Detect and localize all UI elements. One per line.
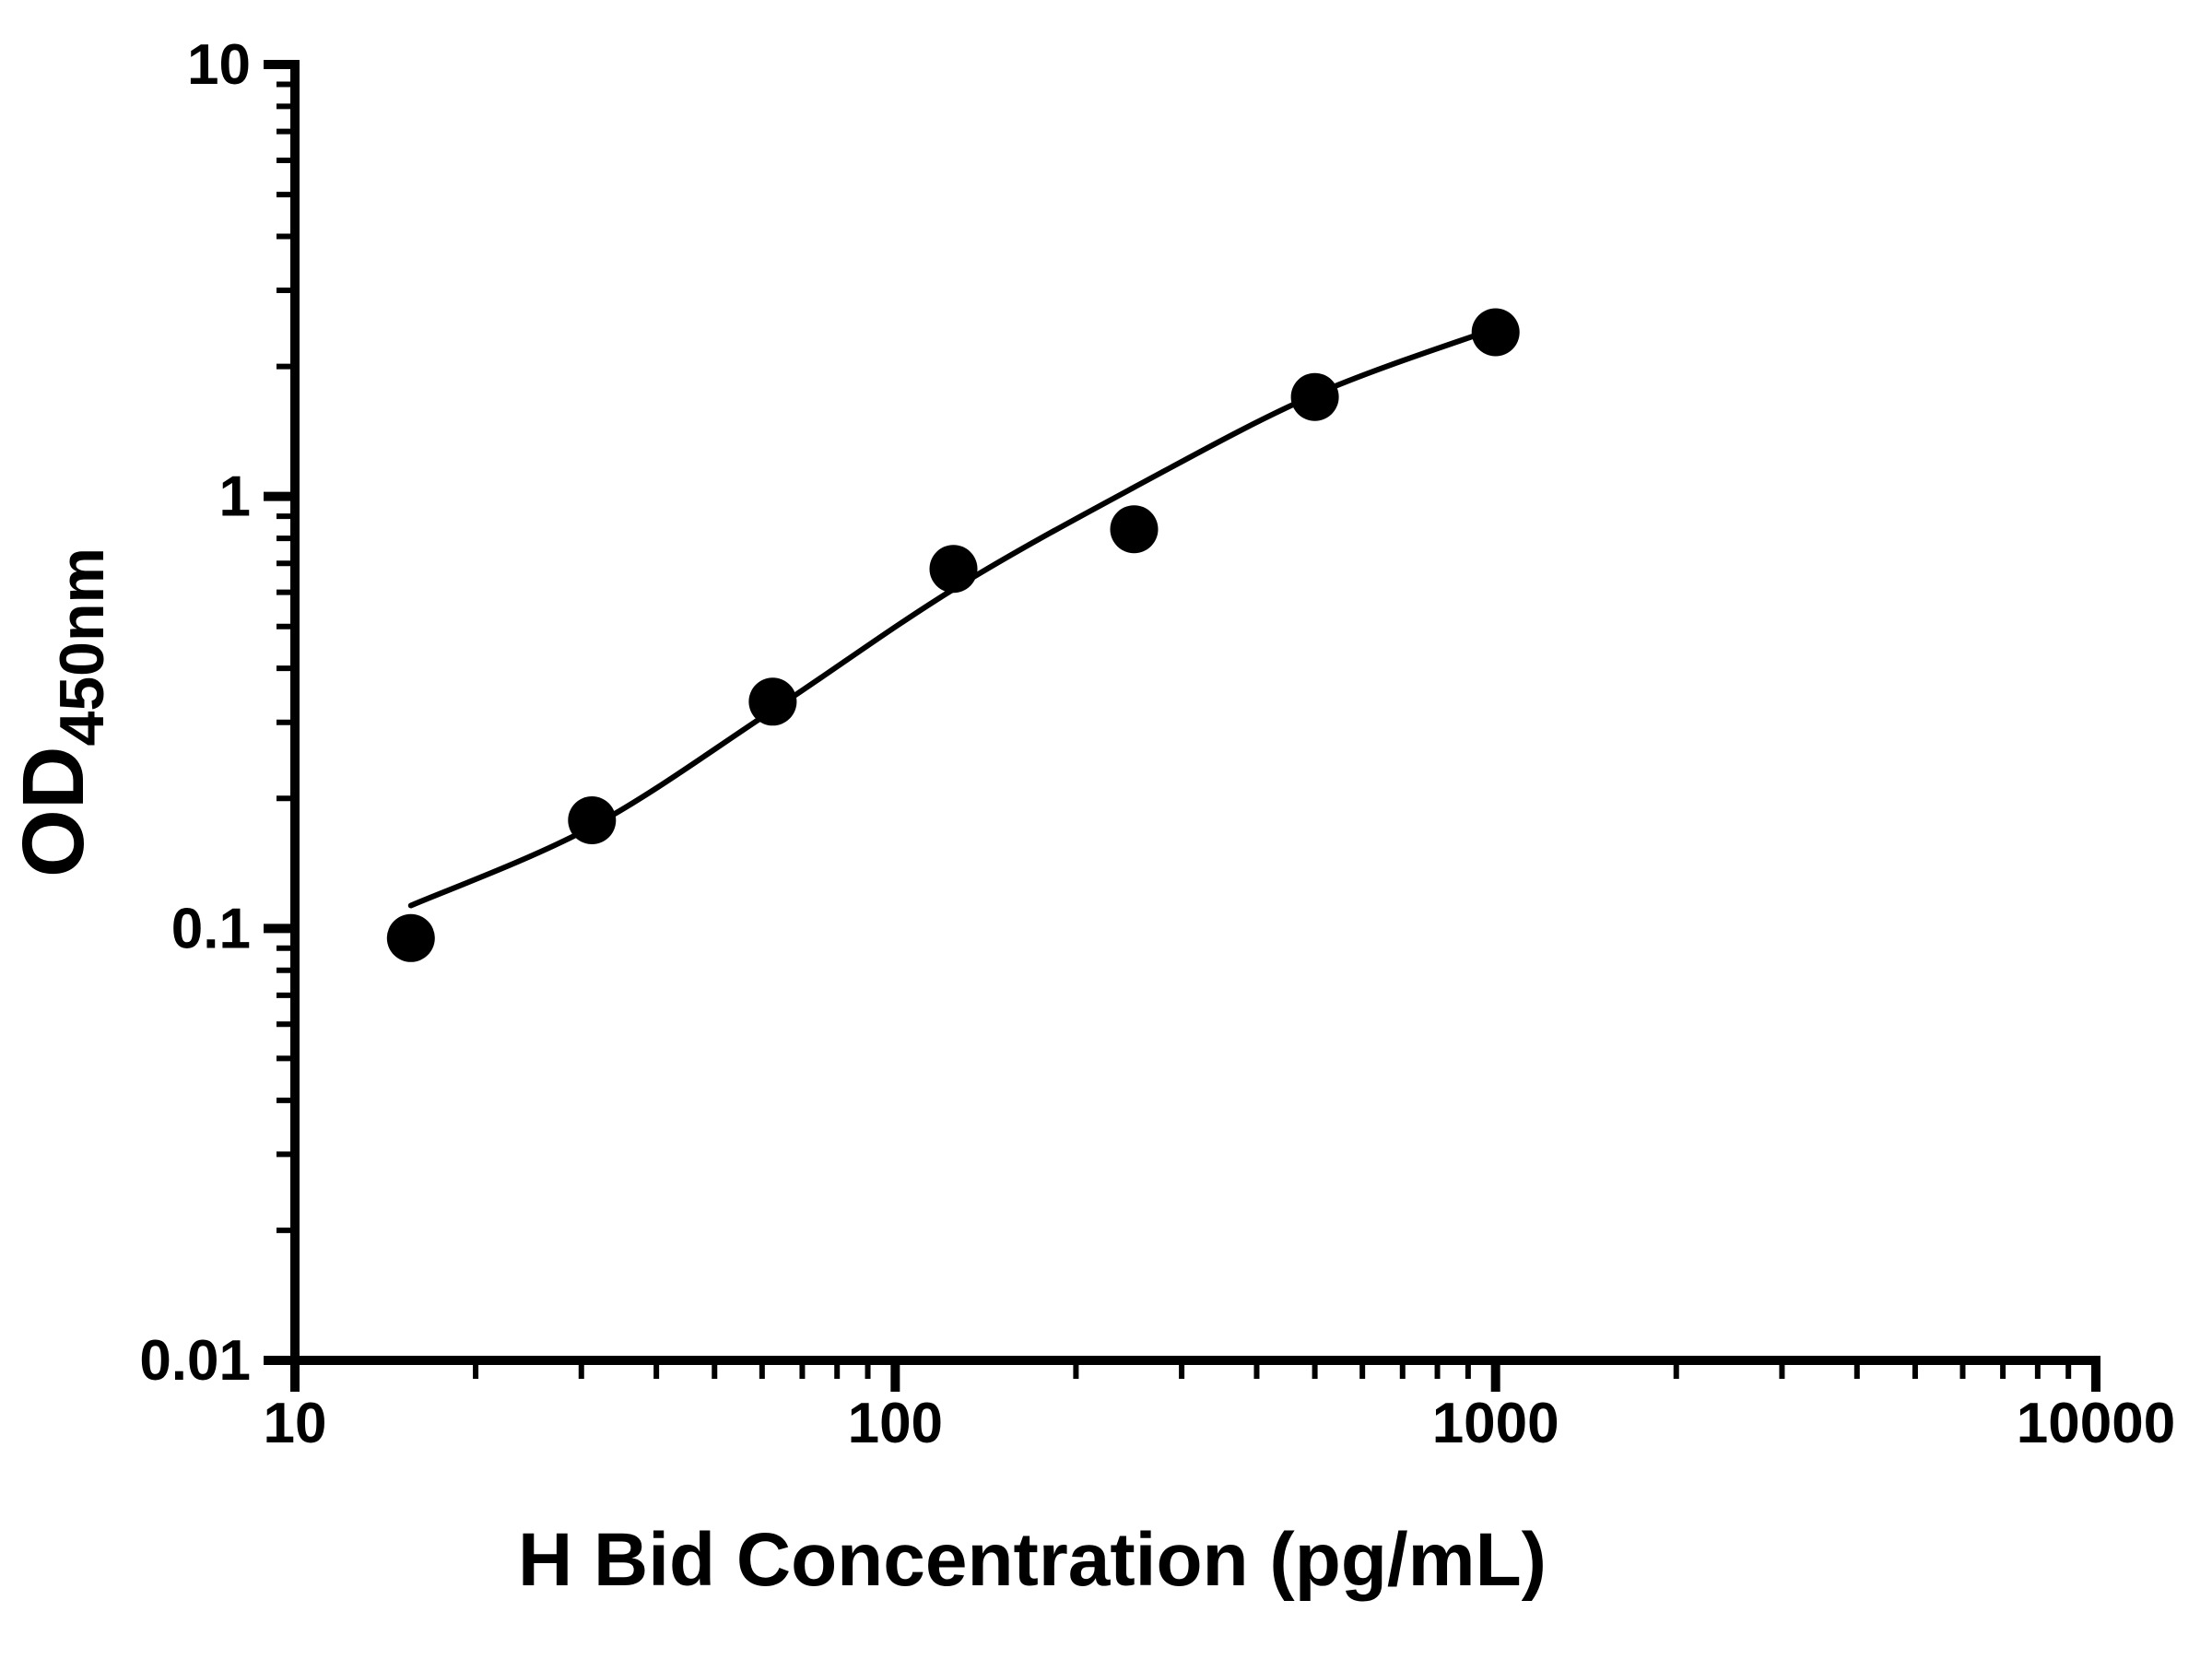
x-axis-title: H Bid Concentration (pg/mL) [518, 1518, 1547, 1602]
data-point [1110, 505, 1159, 554]
x-tick-label: 100 [848, 1392, 943, 1455]
data-point [748, 677, 797, 726]
data-point [929, 545, 978, 594]
data-point [1471, 308, 1520, 357]
x-tick-label: 10 [264, 1392, 327, 1455]
y-tick-label: 1 [219, 465, 251, 529]
y-tick-label: 10 [187, 33, 251, 97]
y-axis-title-main: OD [5, 746, 102, 877]
series-layer [386, 308, 1520, 962]
tick-label-layer: 10 100 1000 10000 0.01 0.1 1 10 [139, 33, 2175, 1455]
x-tick-label: 10000 [2017, 1392, 2175, 1455]
x-tick-label: 1000 [1432, 1392, 1559, 1455]
y-tick-label: 0.1 [171, 897, 251, 960]
data-point [1290, 372, 1339, 421]
data-point [386, 913, 435, 962]
y-axis-title: OD450nm [5, 547, 117, 877]
y-tick-label: 0.01 [139, 1329, 251, 1393]
tick-layer [264, 60, 2100, 1392]
data-point [568, 796, 617, 844]
y-axis-title-sub: 450nm [47, 547, 117, 746]
